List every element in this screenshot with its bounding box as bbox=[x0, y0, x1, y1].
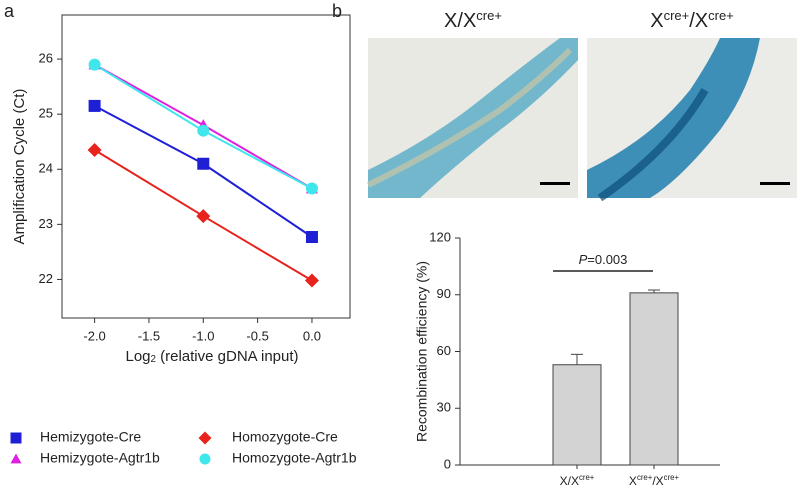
text-part: (relative gDNA input) bbox=[156, 348, 299, 365]
marker bbox=[10, 453, 22, 464]
x-tick-label: -2.0 bbox=[83, 328, 105, 343]
text-part: cre+ bbox=[664, 473, 680, 482]
text-part: P bbox=[579, 252, 588, 267]
annotation: P=0.003 bbox=[579, 252, 628, 267]
text-part: =0.003 bbox=[587, 252, 627, 267]
bar bbox=[552, 364, 602, 466]
text-part: X bbox=[650, 10, 663, 32]
marker bbox=[305, 182, 318, 195]
marker bbox=[304, 273, 319, 288]
text-part: X/X bbox=[560, 474, 579, 488]
y-tick-label: 23 bbox=[39, 216, 53, 231]
panel-label: a bbox=[4, 1, 15, 21]
micrograph bbox=[587, 38, 797, 202]
legend-label: Hemizygote-Cre bbox=[40, 429, 141, 445]
y-tick-label: 120 bbox=[429, 229, 451, 244]
marker bbox=[88, 99, 101, 112]
x-tick-label: X/Xcre+ bbox=[560, 473, 595, 488]
text-part: cre+ bbox=[664, 8, 690, 23]
y-tick-label: 60 bbox=[437, 343, 451, 358]
plot-frame bbox=[61, 14, 351, 319]
y-tick-label: 30 bbox=[437, 400, 451, 415]
x-tick-label: -1.0 bbox=[192, 328, 214, 343]
x-tick-label: 0.0 bbox=[303, 328, 321, 343]
y-axis-label: Recombination efficiency (%) bbox=[414, 261, 430, 442]
y-tick-label: 22 bbox=[39, 271, 53, 286]
micrograph bbox=[366, 38, 578, 198]
image-label: Xcre+/Xcre+ bbox=[650, 8, 734, 33]
marker bbox=[196, 209, 211, 224]
x-axis-label: Log2 (relative gDNA input) bbox=[125, 348, 298, 365]
legend-label: Homozygote-Cre bbox=[232, 429, 338, 445]
x-tick-label: -0.5 bbox=[246, 328, 268, 343]
image-label: X/Xcre+ bbox=[444, 8, 502, 33]
text-part: X bbox=[629, 474, 637, 488]
text-part: Log bbox=[125, 348, 150, 365]
marker bbox=[198, 431, 212, 445]
legend-label: Hemizygote-Agtr1b bbox=[40, 450, 160, 466]
bar bbox=[629, 292, 679, 466]
marker bbox=[88, 58, 101, 71]
marker bbox=[10, 432, 22, 444]
marker bbox=[305, 231, 318, 244]
y-axis-label: Amplification Cycle (Ct) bbox=[11, 89, 28, 245]
x-tick-label: -1.5 bbox=[138, 328, 160, 343]
marker bbox=[87, 142, 102, 157]
y-tick-label: 90 bbox=[437, 286, 451, 301]
legend-label: Homozygote-Agtr1b bbox=[232, 450, 357, 466]
y-tick-label: 25 bbox=[39, 106, 53, 121]
y-tick-label: 24 bbox=[39, 161, 53, 176]
y-tick-label: 0 bbox=[444, 456, 451, 471]
text-part: /X bbox=[652, 474, 663, 488]
text-part: /X bbox=[689, 10, 708, 32]
text-part: cre+ bbox=[579, 473, 595, 482]
text-part: cre+ bbox=[637, 473, 653, 482]
panel-label: b bbox=[332, 1, 342, 21]
text-part: cre+ bbox=[476, 8, 502, 23]
text-part: cre+ bbox=[708, 8, 734, 23]
text-part: X/X bbox=[444, 10, 476, 32]
marker bbox=[197, 157, 210, 170]
marker bbox=[199, 453, 211, 465]
x-tick-label: Xcre+/Xcre+ bbox=[629, 473, 680, 488]
marker bbox=[197, 124, 210, 137]
y-tick-label: 26 bbox=[39, 51, 53, 66]
text-part: 2 bbox=[151, 354, 156, 365]
